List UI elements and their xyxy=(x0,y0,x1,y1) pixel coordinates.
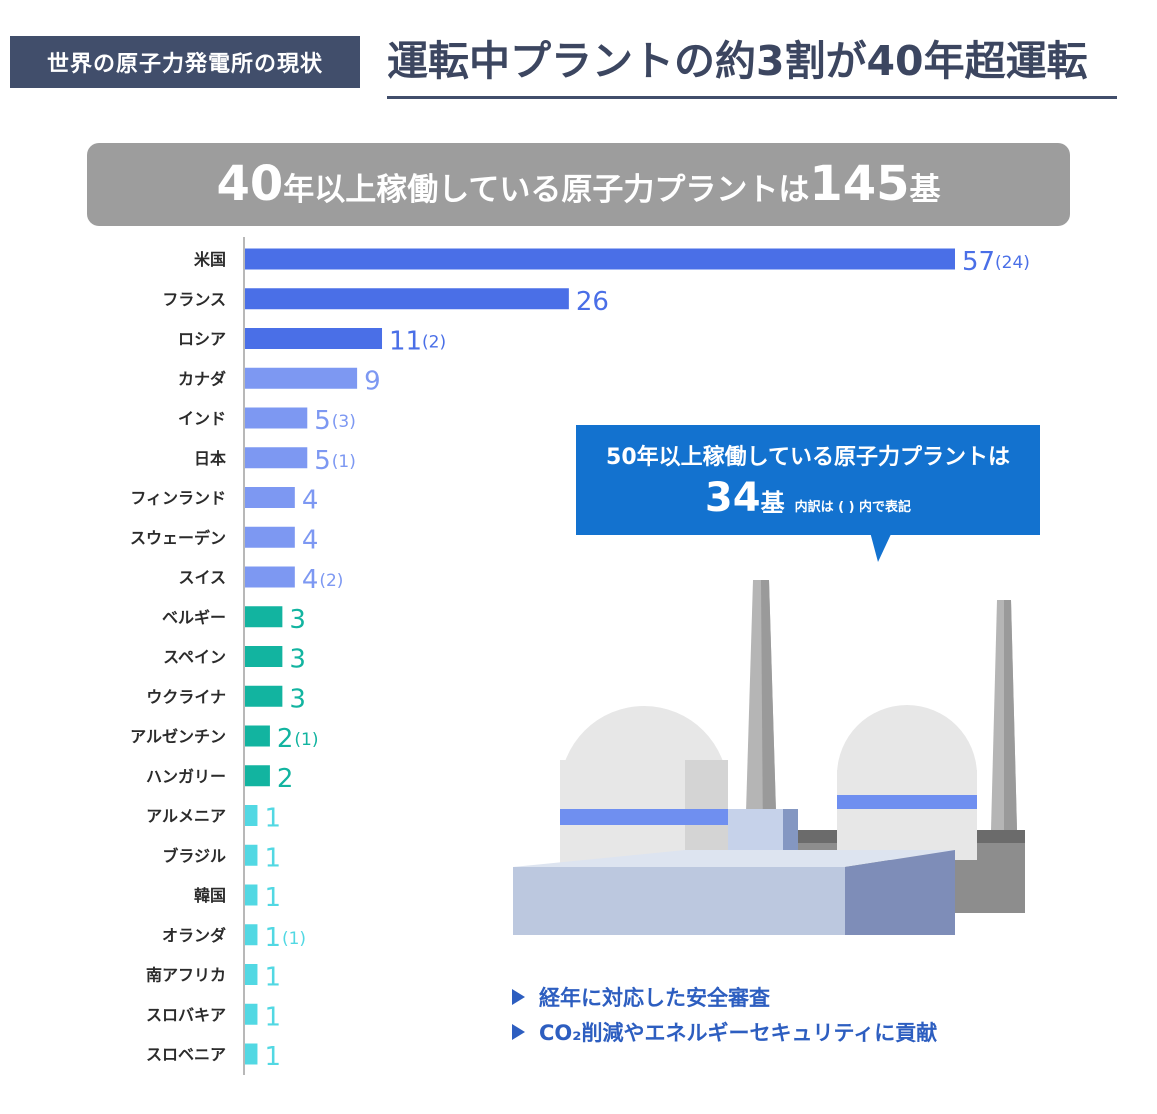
value-label-50yr: (24) xyxy=(995,253,1030,273)
banner-text-main: 年以上稼働している原子力プラントは xyxy=(283,172,810,208)
category-label: スロバキア xyxy=(146,1005,226,1024)
category-label: フランス xyxy=(162,290,226,309)
bar xyxy=(245,447,308,469)
category-label: 米国 xyxy=(194,250,226,269)
value-label-50yr: (2) xyxy=(319,571,343,591)
value-label: 3 xyxy=(289,684,306,714)
category-label: ブラジル xyxy=(162,846,226,865)
value-label: 57 xyxy=(962,247,995,277)
category-label: スウェーデン xyxy=(130,528,226,547)
category-label: アルゼンチン xyxy=(130,727,226,746)
bar xyxy=(245,685,283,707)
value-label-50yr: (1) xyxy=(332,452,356,472)
bar xyxy=(245,367,358,389)
value-label-50yr: (3) xyxy=(332,412,356,432)
banner-number-years: 40 xyxy=(216,156,284,212)
value-label-50yr: (1) xyxy=(282,929,306,949)
bar xyxy=(245,725,270,747)
value-label: 1 xyxy=(264,1042,281,1072)
page-headline: 運転中プラントの約3割が40年超運転 xyxy=(387,37,1088,85)
bar xyxy=(245,1003,258,1025)
value-label: 1 xyxy=(264,804,281,834)
callout-tail-icon xyxy=(870,532,892,562)
value-label: 5 xyxy=(314,446,331,476)
category-label: フィンランド xyxy=(130,489,226,508)
banner-number-plants: 145 xyxy=(809,156,910,212)
category-label: スペイン xyxy=(163,648,226,667)
value-label: 1 xyxy=(264,883,281,913)
value-label: 5 xyxy=(314,406,331,436)
value-label: 2 xyxy=(277,764,294,794)
category-label: スロベニア xyxy=(146,1045,226,1064)
bar xyxy=(245,964,258,985)
headline-underline xyxy=(387,96,1117,99)
value-label: 9 xyxy=(364,366,381,396)
bar xyxy=(245,407,308,429)
nuclear-plant-illustration-icon xyxy=(513,580,1025,935)
bar xyxy=(245,765,270,787)
summary-banner: 40 年以上稼働している原子力プラントは 145 基 xyxy=(87,143,1070,226)
value-label-50yr: (2) xyxy=(422,333,446,353)
callout-line1: 50年以上稼働している原子力プラントは xyxy=(606,445,1010,470)
value-label: 26 xyxy=(576,287,609,317)
category-label: ウクライナ xyxy=(146,687,226,706)
category-label: インド xyxy=(178,409,226,428)
bar xyxy=(245,248,955,270)
category-label: カナダ xyxy=(178,369,226,388)
bar xyxy=(245,884,258,906)
value-label: 1 xyxy=(264,963,281,993)
value-label: 1 xyxy=(264,843,281,873)
section-tag: 世界の原子力発電所の現状 xyxy=(10,36,360,88)
category-label: 日本 xyxy=(194,449,226,468)
value-label-50yr: (1) xyxy=(294,730,318,750)
bullet-item: 経年に対応した安全審査 xyxy=(512,982,770,1012)
banner-text-unit: 基 xyxy=(909,172,941,208)
value-label: 2 xyxy=(277,724,294,754)
category-label: ハンガリー xyxy=(146,767,226,786)
value-label: 4 xyxy=(302,525,319,555)
value-label: 3 xyxy=(289,605,306,635)
bar xyxy=(245,328,383,349)
value-label: 1 xyxy=(264,923,281,953)
triangle-bullet-icon xyxy=(512,989,525,1005)
bar xyxy=(245,924,258,946)
bullet-item: CO₂削減やエネルギーセキュリティに貢献 xyxy=(512,1017,937,1047)
category-label: 南アフリカ xyxy=(146,966,226,985)
value-label: 4 xyxy=(302,486,319,516)
bar xyxy=(245,487,295,508)
callout-unit: 基 xyxy=(760,489,785,517)
callout-box: 50年以上稼働している原子力プラントは 34 基 内訳は ( ) 内で表記 xyxy=(576,425,1040,535)
value-label: 4 xyxy=(302,565,319,595)
category-label: ロシア xyxy=(178,330,226,349)
value-label: 1 xyxy=(264,1002,281,1032)
bar xyxy=(245,606,283,628)
bar xyxy=(245,526,295,548)
bar xyxy=(245,805,258,826)
value-label: 3 xyxy=(289,645,306,675)
triangle-bullet-icon xyxy=(512,1024,525,1040)
category-label: オランダ xyxy=(162,926,226,945)
callout-number: 34 xyxy=(704,475,761,521)
bullet-text: 経年に対応した安全審査 xyxy=(539,986,770,1010)
category-label: 韓国 xyxy=(194,886,226,905)
bar xyxy=(245,646,283,667)
bullet-text: CO₂削減やエネルギーセキュリティに貢献 xyxy=(539,1021,938,1045)
bar xyxy=(245,844,258,866)
bar xyxy=(245,566,295,588)
value-label: 11 xyxy=(389,327,422,357)
category-label: ベルギー xyxy=(162,608,226,627)
category-label: スイス xyxy=(178,568,226,587)
bar xyxy=(245,1043,258,1065)
category-label: アルメニア xyxy=(146,807,226,826)
bar xyxy=(245,288,569,310)
callout-note: 内訳は ( ) 内で表記 xyxy=(794,500,912,515)
